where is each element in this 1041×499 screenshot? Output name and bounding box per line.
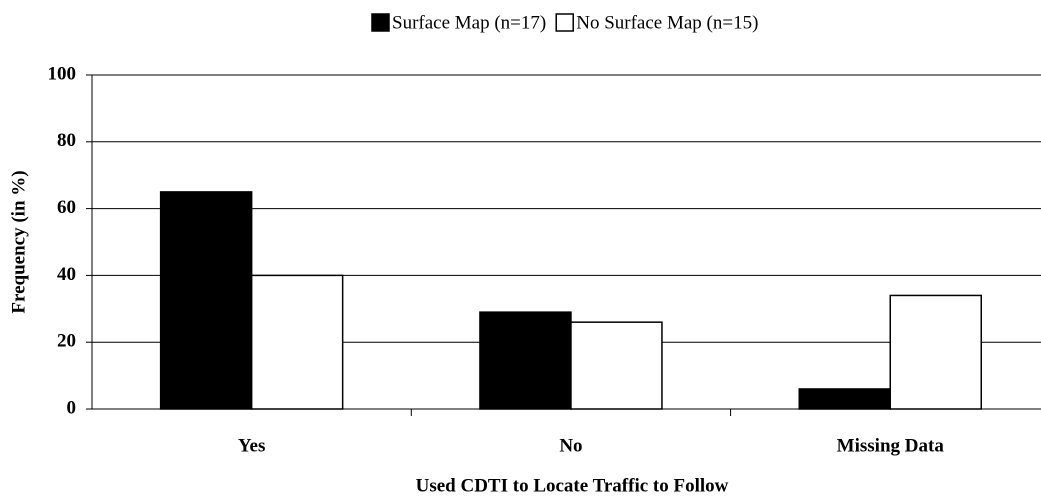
bar (250, 274, 344, 410)
x-axis-label: Used CDTI to Locate Traffic to Follow (416, 475, 729, 496)
legend-label: No Surface Map (n=15) (576, 12, 758, 33)
y-tick-label: 20 (57, 331, 76, 352)
bar (479, 311, 572, 410)
bar (570, 321, 663, 410)
y-tick-label: 80 (57, 130, 76, 151)
legend-label: Surface Map (n=17) (392, 12, 546, 33)
bar (889, 294, 982, 410)
x-tick-label: No (559, 435, 582, 456)
bar (798, 388, 891, 410)
y-axis-label: Frequency (in %) (8, 170, 29, 313)
legend-swatch (555, 13, 574, 32)
y-tick-label: 40 (57, 264, 76, 285)
y-tick-label: 100 (48, 63, 77, 84)
bar (159, 191, 253, 410)
x-tick-label: Missing Data (837, 435, 945, 456)
legend-swatch (371, 13, 390, 32)
x-tick-label: Yes (238, 435, 265, 456)
y-tick-label: 60 (57, 197, 76, 218)
y-tick-label: 0 (67, 397, 77, 418)
